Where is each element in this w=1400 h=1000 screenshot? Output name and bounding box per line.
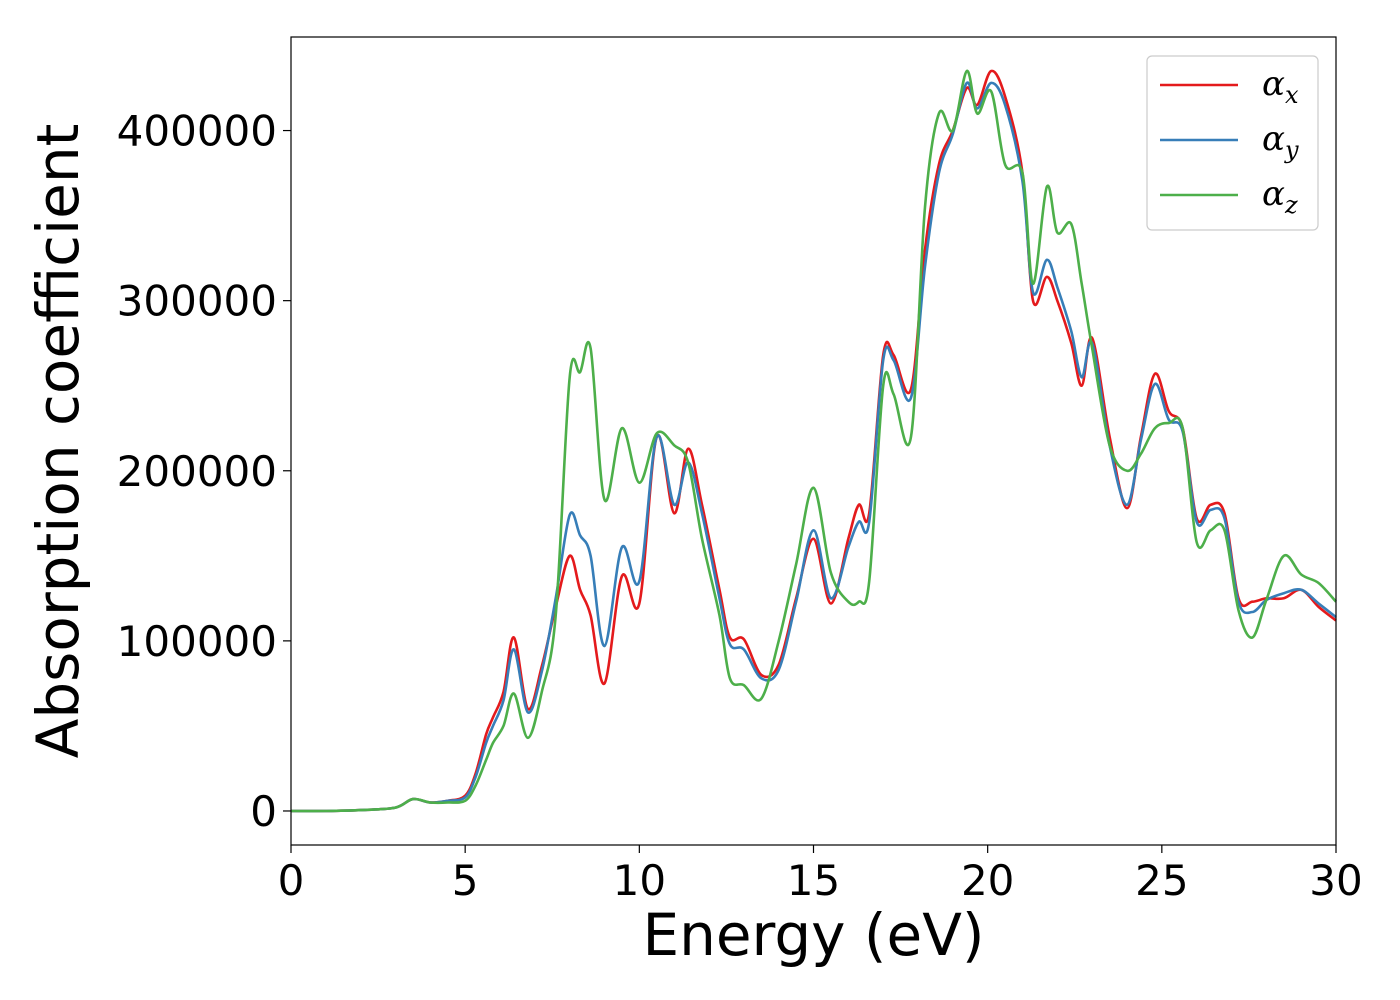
y-tick-label: 100000	[117, 617, 277, 666]
y-tick-label: 400000	[117, 107, 277, 156]
x-tick-label: 25	[1135, 856, 1188, 905]
x-tick-label: 30	[1309, 856, 1362, 905]
y-tick-label: 0	[250, 787, 277, 836]
tick-layer: 0 5 10 15 20 25 30 0 100000 200000 300000 400000	[117, 107, 1363, 905]
series-line-y	[290, 81, 1337, 813]
series-layer	[290, 69, 1337, 813]
series-line-z	[290, 69, 1337, 813]
y-axis-label: Absorption coefficient	[24, 124, 92, 759]
series-line-x	[290, 69, 1337, 813]
x-axis-label: Energy (eV)	[642, 901, 984, 969]
legend-box	[1146, 55, 1319, 231]
x-tick-label: 20	[961, 856, 1014, 905]
y-tick-label: 300000	[117, 277, 277, 326]
x-tick-label: 10	[613, 856, 666, 905]
legend-label-x: αx	[1262, 64, 1299, 109]
x-tick-label: 5	[452, 856, 479, 905]
x-tick-label: 0	[278, 856, 305, 905]
x-tick-label: 15	[787, 856, 840, 905]
y-tick-label: 200000	[117, 447, 277, 496]
